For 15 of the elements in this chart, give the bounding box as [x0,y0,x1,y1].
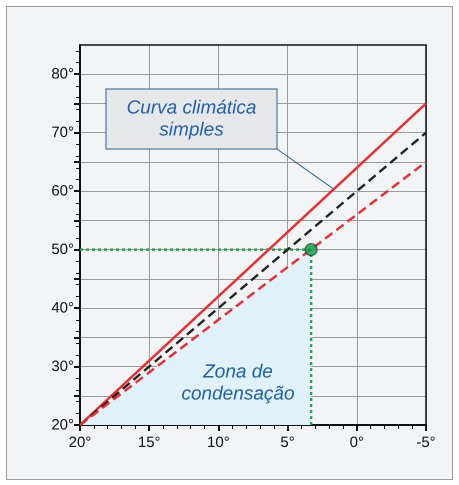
y-tick-label: 30° [51,358,74,376]
x-tick-label: 0° [350,434,364,451]
y-tick-label: 20° [51,416,74,434]
x-tick-label: 15° [138,434,161,451]
annotation: Zona de condensação [181,362,295,404]
x-tick-label: 5° [280,434,295,451]
x-tick-label: 20° [68,434,92,451]
x-tick-label: -5° [416,434,436,451]
y-tick-label: 50° [51,241,74,258]
y-tick-label: 60° [51,182,74,200]
y-tick-label: 70° [51,124,74,142]
x-tick-label: 10° [207,434,230,451]
y-tick-label: 40° [51,300,74,317]
y-tick-label: 80° [51,66,74,83]
annotation: Curva climática simples [126,98,256,140]
